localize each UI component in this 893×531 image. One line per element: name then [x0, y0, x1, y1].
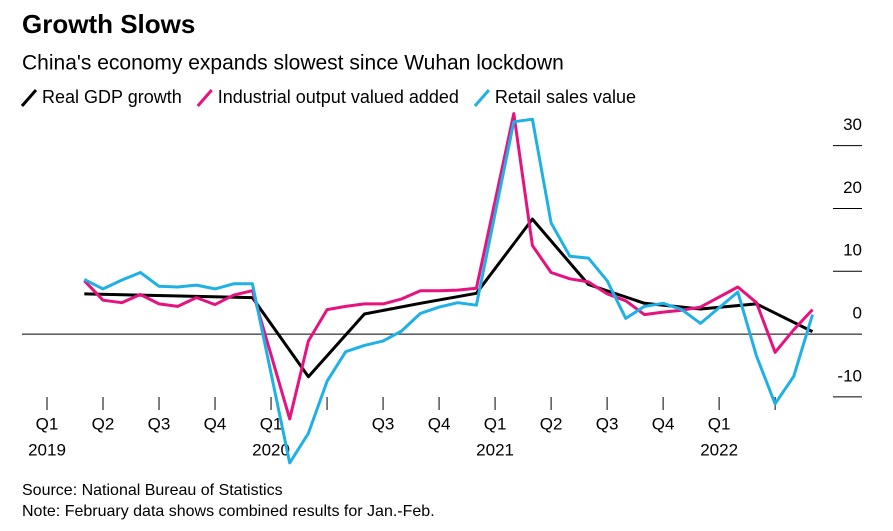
- year-label: 2022: [700, 440, 738, 459]
- x-tick-label: Q4: [428, 414, 451, 433]
- x-tick-label: Q1: [708, 414, 731, 433]
- x-tick-label: Q2: [540, 414, 563, 433]
- note: Note: February data shows combined resul…: [22, 503, 435, 520]
- year-label: 2021: [476, 440, 514, 459]
- x-tick-label: Q3: [596, 414, 619, 433]
- year-label: 2019: [28, 440, 66, 459]
- y-tick-label: 0: [853, 304, 862, 323]
- x-tick-label: Q2: [92, 414, 115, 433]
- y-tick-label: 20: [843, 178, 862, 197]
- series-line: [83, 117, 814, 465]
- legend-label: Retail sales value: [495, 87, 636, 107]
- x-tick-label: Q1: [484, 414, 507, 433]
- chart-title: Growth Slows: [22, 9, 195, 39]
- y-tick-label: 10: [843, 241, 862, 260]
- legend-label: Industrial output valued added: [218, 87, 459, 107]
- x-tick-label: Q4: [204, 414, 227, 433]
- x-tick-label: Q4: [652, 414, 675, 433]
- x-tick-label: Q3: [372, 414, 395, 433]
- series-line: [83, 112, 814, 421]
- x-tick-label: Q1: [260, 414, 283, 433]
- legend-marker: [196, 89, 213, 107]
- x-tick-label: Q3: [148, 414, 171, 433]
- x-tick-label: Q1: [36, 414, 59, 433]
- y-tick-label: -10: [837, 366, 862, 385]
- legend-marker: [473, 89, 491, 107]
- chart-subtitle: China's economy expands slowest since Wu…: [22, 52, 564, 75]
- year-label: 2020: [252, 440, 290, 459]
- legend-label: Real GDP growth: [42, 87, 182, 107]
- source: Source: National Bureau of Statistics: [22, 482, 283, 499]
- y-tick-label: 30: [843, 115, 862, 134]
- legend-marker: [20, 89, 38, 107]
